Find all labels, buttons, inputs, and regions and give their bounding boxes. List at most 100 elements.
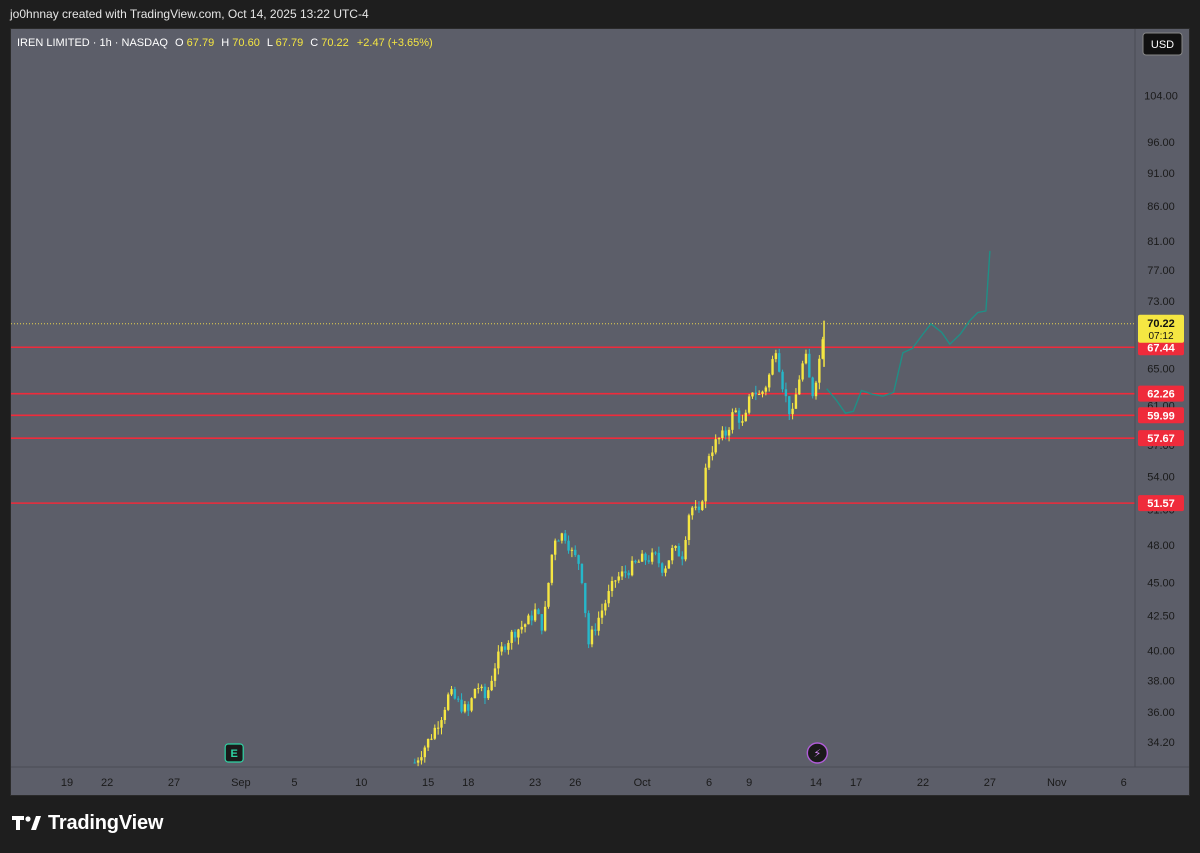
tradingview-logo-icon [12,816,41,830]
candle-body [814,382,818,397]
x-tick-label: Oct [634,777,651,789]
candle-body [497,651,500,669]
candle-body [677,545,681,557]
candle-body [657,552,661,564]
candle-body [644,553,647,561]
candle-body [413,762,416,764]
legend-open-value: 67.79 [187,37,215,49]
lightning-icon: ⚡ [806,742,829,764]
candle-body [460,699,463,712]
candle-body [701,501,704,510]
x-tick-label: 27 [984,777,996,789]
candle-body [674,545,677,549]
candle-body [721,430,724,439]
candle-body [660,563,664,573]
candle-body [510,631,513,643]
candle-body [590,629,594,645]
legend-close-label: C [310,37,318,49]
y-tick-label: 96.00 [1147,137,1175,149]
x-tick-label: 22 [101,777,113,789]
candle-body [704,467,707,502]
y-tick-label: 73.00 [1147,296,1175,308]
level-price-label: 59.99 [1147,410,1175,422]
last-price-countdown: 07:12 [1148,331,1173,342]
candle-body [801,363,804,380]
candle-body [570,549,574,551]
candle-body [423,747,426,758]
x-tick-label: 23 [529,777,541,789]
candle-body [480,686,483,689]
candle-body [724,430,727,436]
candle-body [543,606,547,631]
earnings-icon: E [224,743,244,763]
price-chart[interactable]: E ⚡ 104.0096.0091.0086.0081.0077.0073.006… [11,29,1189,795]
y-tick-label: 48.00 [1147,540,1175,552]
candle-body [717,438,721,440]
candle-body [530,615,533,621]
earnings-marker-box [224,743,244,763]
candle-body [463,704,467,712]
x-tick-label: 15 [422,777,434,789]
candle-body [747,396,751,413]
candle-body [560,533,564,541]
legend-high-value: 70.60 [232,37,260,49]
candle-body [520,626,523,630]
candle-body [500,646,503,652]
candle-body [426,738,430,748]
candle-body [751,392,754,397]
candle-body [647,560,651,562]
candle-body [757,394,761,396]
candle-body [764,387,768,392]
y-tick-label: 40.00 [1147,646,1175,658]
candle-body [630,560,634,576]
candle-body [557,540,560,542]
level-price-label: 67.44 [1147,342,1175,354]
currency-button[interactable]: USD [1142,32,1183,56]
candle-body [604,603,607,611]
level-price-tag [1138,385,1184,402]
candle-body [470,698,473,711]
candle-body [697,506,701,510]
candle-body [550,554,554,583]
candle-body [761,391,764,395]
level-price-tag [1138,339,1184,356]
candle-body [691,507,694,516]
tradingview-logo[interactable]: TradingView [12,810,163,836]
chart-pane[interactable]: E ⚡ 104.00 96.00 91.00 86.00 81.00 77.00 73.00 6… [10,28,1190,796]
candle-body [577,555,580,564]
candle-body [664,568,667,573]
candle-body [443,709,447,721]
level-price-label: 51.57 [1147,498,1175,510]
earnings-marker-glyph: E [231,748,238,760]
level-price-tag [1138,407,1184,424]
candle-body [537,609,540,615]
candle-body [774,353,778,360]
candle-body [711,452,714,457]
candle-body [620,571,624,577]
y-tick-label: 65.00 [1147,364,1175,376]
candle-body [681,556,684,560]
candle-body [737,410,741,423]
y-tick-label: 45.00 [1147,577,1175,589]
candle-body [584,583,587,614]
legend-change: +2.47 (+3.65%) [357,37,433,49]
candle-body [607,591,610,604]
candle-body [788,396,791,415]
x-tick-label: 5 [291,777,297,789]
x-tick-label: 26 [569,777,581,789]
candle-body [523,624,527,627]
y-tick-label: 38.00 [1147,676,1175,688]
legend-symbol: IREN LIMITED · 1h · NASDAQ [17,37,168,49]
x-tick-label: 9 [746,777,752,789]
candle-body [637,561,640,563]
x-tick-label: 10 [355,777,367,789]
candle-body [791,408,794,415]
candle-body [580,563,584,584]
candle-body [567,540,570,551]
axes: 104.00 96.00 91.00 86.00 81.00 77.00 73.00 65.0… [11,29,1189,789]
projection-line [826,250,991,414]
candle-body [574,549,577,556]
candle-body [811,377,814,397]
candle-body [430,738,433,740]
level-price-tag [1138,430,1184,447]
